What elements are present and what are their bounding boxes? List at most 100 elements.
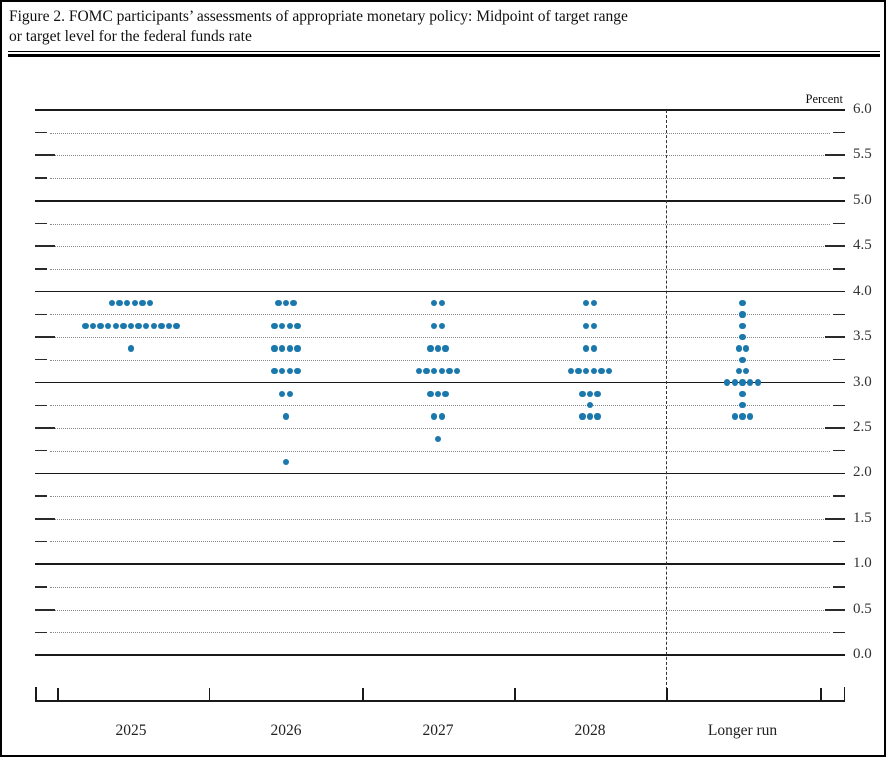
policy-dot	[431, 413, 438, 420]
y-tick-right	[833, 359, 845, 361]
gridline-dotted	[50, 359, 830, 361]
policy-dot	[286, 345, 293, 352]
y-tick-right	[833, 495, 845, 497]
gridline-dotted	[50, 541, 830, 543]
gridline-solid	[35, 290, 845, 293]
policy-dot	[139, 299, 146, 307]
policy-dot	[746, 379, 754, 386]
policy-dot	[282, 413, 290, 420]
policy-dot	[739, 390, 746, 398]
gridline-dotted	[50, 314, 830, 316]
x-axis-tick	[666, 688, 668, 700]
policy-dot	[743, 345, 750, 352]
y-axis-label: 1.0	[853, 555, 872, 572]
policy-dot	[271, 322, 278, 329]
y-tick-left	[35, 517, 55, 520]
policy-dot	[415, 367, 423, 375]
policy-dot	[150, 322, 157, 329]
y-tick-left	[35, 495, 47, 497]
y-tick-left	[35, 222, 47, 225]
gridline-dotted	[50, 518, 830, 520]
policy-dot	[605, 367, 613, 375]
gridline-dotted	[50, 450, 830, 452]
policy-dot	[127, 345, 135, 352]
policy-dot	[579, 390, 586, 398]
x-axis-label: 2026	[270, 722, 302, 739]
y-tick-right	[833, 631, 845, 633]
policy-dot	[446, 367, 453, 375]
x-axis-label: 2025	[115, 722, 147, 739]
policy-dot	[112, 322, 119, 329]
y-tick-left	[35, 608, 55, 611]
longer-run-separator-dashed-line	[666, 110, 668, 700]
y-tick-right	[833, 268, 845, 270]
policy-dot	[739, 402, 746, 409]
y-tick-right	[833, 404, 845, 406]
policy-dot	[131, 299, 138, 307]
title-separator-thin-rule	[8, 51, 880, 52]
policy-dot	[434, 390, 442, 398]
policy-dot	[431, 322, 438, 329]
policy-dot	[575, 367, 582, 375]
policy-dot	[282, 458, 290, 466]
policy-dot	[89, 322, 97, 329]
gridline-dotted	[50, 155, 830, 157]
y-tick-left	[35, 336, 55, 339]
policy-dot	[294, 345, 301, 352]
policy-dot	[579, 413, 586, 420]
policy-dot	[724, 379, 731, 386]
x-axis-label: 2028	[574, 722, 606, 739]
policy-dot	[731, 413, 739, 420]
gridline-solid	[35, 654, 845, 656]
policy-dot	[120, 322, 127, 329]
figure-title-line2: or target level for the federal funds ra…	[9, 28, 252, 45]
x-axis-tick	[362, 688, 364, 700]
policy-dot	[746, 413, 754, 420]
y-tick-right	[833, 177, 845, 179]
policy-dot	[590, 299, 597, 307]
policy-dot	[586, 413, 594, 420]
policy-dot	[427, 390, 434, 398]
policy-dot	[731, 379, 739, 386]
title-separator-thick-rule	[8, 54, 880, 57]
y-tick-right	[833, 222, 845, 225]
y-axis-label: 0.0	[853, 646, 872, 662]
y-tick-left	[35, 540, 47, 543]
y-tick-left	[35, 313, 47, 316]
policy-dot	[743, 367, 750, 375]
policy-dot	[739, 299, 746, 307]
gridline-dotted	[50, 609, 830, 611]
policy-dot	[127, 322, 135, 329]
policy-dot	[567, 367, 575, 375]
policy-dot	[594, 413, 601, 420]
policy-dot	[583, 322, 590, 329]
y-axis-label: 3.5	[853, 328, 872, 345]
policy-dot	[124, 299, 131, 307]
policy-dot	[434, 345, 442, 352]
policy-dot	[434, 436, 442, 443]
y-tick-right	[825, 245, 845, 248]
policy-dot	[583, 345, 590, 352]
y-axis-label: 5.0	[853, 191, 872, 208]
y-axis-label: 5.5	[853, 146, 872, 163]
y-axis-label: 2.5	[853, 418, 872, 435]
y-tick-right	[825, 426, 845, 429]
policy-dot	[739, 356, 746, 363]
policy-dot	[143, 322, 150, 329]
policy-dot	[739, 322, 746, 329]
gridline-solid	[35, 381, 845, 384]
gridline-dotted	[50, 178, 830, 180]
policy-dot	[286, 367, 293, 375]
x-axis-label: Longer run	[707, 722, 778, 739]
policy-dot	[739, 333, 746, 341]
policy-dot	[116, 299, 123, 307]
x-axis-label: 2027	[422, 722, 454, 739]
gridline-dotted	[50, 405, 830, 407]
policy-dot	[739, 311, 746, 318]
y-tick-left	[35, 268, 47, 270]
policy-dot	[594, 390, 601, 398]
policy-dot	[165, 322, 173, 329]
policy-dot	[442, 345, 449, 352]
gridline-dotted	[50, 586, 830, 588]
gridline-dotted	[50, 427, 830, 429]
